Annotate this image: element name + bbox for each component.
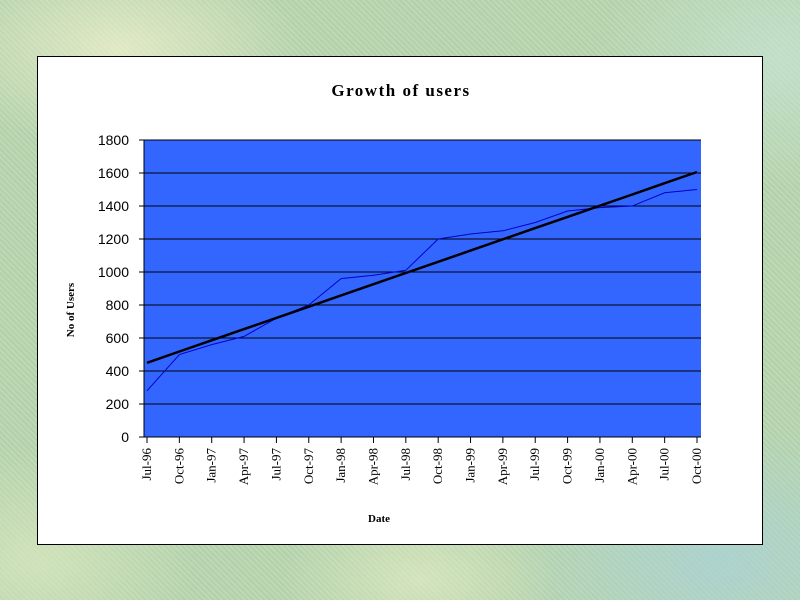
y-axis-label: No of Users [65, 282, 77, 337]
x-tick-label: Jul-99 [527, 448, 542, 481]
x-tick-label: Oct-99 [560, 448, 575, 484]
x-tick-label: Jul-98 [398, 448, 413, 481]
y-tick-label: 1200 [98, 231, 129, 247]
chart-title: Growth of users [331, 81, 470, 100]
x-tick-label: Apr-99 [495, 448, 510, 485]
x-tick-label: Jul-97 [268, 448, 283, 481]
plot-background [144, 140, 701, 437]
x-tick-label: Jan-99 [463, 448, 478, 483]
trendline-series [146, 170, 698, 364]
y-tick-label: 1400 [98, 198, 129, 214]
x-tick-label: Jul-96 [139, 448, 154, 481]
plot-area: 0 200 400 600 800 1000 1200 1400 1600 1800 Jul-96 O… [98, 132, 704, 485]
x-tick-label: Jan-97 [204, 448, 219, 483]
x-tick-label: Oct-96 [171, 448, 186, 485]
chart-frame: Growth of users 0 200 400 600 800 1000 1200 140… [37, 56, 763, 545]
y-tick-label: 0 [121, 429, 129, 445]
x-tick-label: Apr-00 [624, 448, 639, 485]
y-tick-label: 1600 [98, 165, 129, 181]
y-tick-label: 600 [106, 330, 130, 346]
x-tick-label: Oct-98 [430, 448, 445, 484]
users-series [146, 189, 698, 392]
x-axis-label: Date [368, 513, 390, 525]
x-tick-label: Jan-00 [592, 448, 607, 483]
y-tick-label: 400 [106, 363, 130, 379]
x-tick-label: Oct-97 [301, 448, 316, 485]
growth-of-users-chart: Growth of users 0 200 400 600 800 1000 1200 140… [65, 81, 704, 525]
x-tick-label: Apr-97 [236, 448, 251, 486]
x-tick-label: Jul-00 [657, 448, 672, 481]
y-tick-label: 1000 [98, 264, 129, 280]
x-tick-label: Jan-98 [333, 448, 348, 483]
x-tick-label: Apr-98 [365, 448, 380, 485]
x-tick-label: Oct-00 [689, 448, 704, 484]
y-tick-label: 1800 [98, 132, 129, 148]
y-tick-label: 200 [106, 396, 130, 412]
y-tick-label: 800 [106, 297, 130, 313]
